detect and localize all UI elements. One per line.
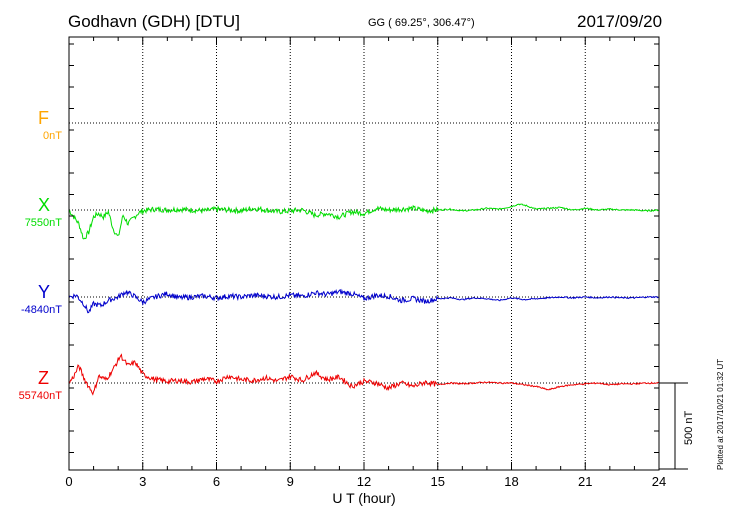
channel-y-name: Y: [38, 282, 51, 302]
tick-layer: 0 3 6 9 12 15 18 21 24: [65, 37, 666, 489]
series-layer: [68, 203, 660, 396]
x-axis-label: U T (hour): [332, 490, 395, 506]
x-tick-label: 3: [139, 474, 146, 489]
x-tick-label: 24: [652, 474, 666, 489]
scale-bar-label: 500 nT: [683, 410, 695, 445]
series-line-x: [68, 203, 660, 240]
series-line-y: [68, 288, 660, 314]
station-title: Godhavn (GDH) [DTU]: [68, 12, 240, 31]
channel-y-baseline: -4840nT: [21, 304, 62, 316]
series-line-z: [68, 353, 660, 396]
channel-z-baseline: 55740nT: [18, 390, 62, 402]
channel-x-baseline: 7550nT: [24, 217, 62, 229]
channel-f-name: F: [38, 108, 49, 128]
coordinates-label: GG ( 69.25°, 306.47°): [368, 17, 475, 29]
x-tick-label: 6: [213, 474, 220, 489]
x-tick-label: 18: [504, 474, 518, 489]
channel-z-name: Z: [38, 368, 49, 388]
channel-x-name: X: [38, 195, 51, 215]
date-label: 2017/09/20: [577, 12, 663, 31]
x-tick-label: 0: [65, 474, 72, 489]
channel-f-baseline: 0nT: [43, 130, 62, 142]
x-tick-label: 9: [287, 474, 294, 489]
x-tick-label: 21: [578, 474, 592, 489]
scale-bar: 500 nT: [659, 382, 695, 470]
x-tick-label: 15: [431, 474, 445, 489]
x-tick-label: 12: [357, 474, 371, 489]
grid-layer: [69, 37, 659, 470]
